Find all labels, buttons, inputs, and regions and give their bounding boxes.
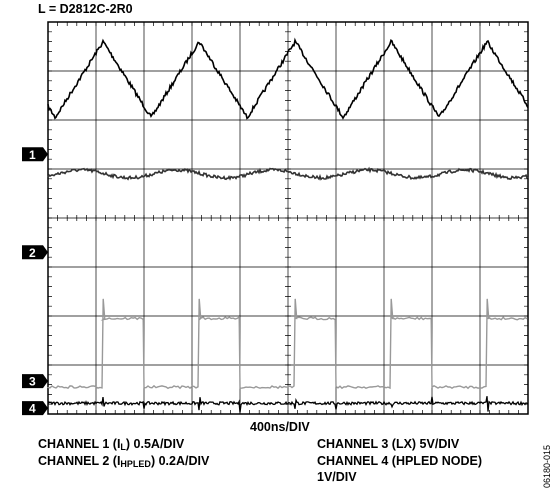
- caption-channel-2: CHANNEL 2 (IHPLED) 0.2A/DIV: [38, 454, 210, 469]
- traces: [47, 37, 529, 413]
- minor-ticks: [47, 21, 529, 415]
- caption-channel-3: CHANNEL 3 (LX) 5V/DIV: [317, 437, 460, 451]
- channel-markers: 1 2 3 4: [22, 147, 48, 416]
- channel-marker-label: 1: [29, 148, 36, 162]
- channel-marker-3: 3: [22, 374, 48, 389]
- trace-channel-1: [47, 37, 529, 120]
- channel-marker-label: 3: [29, 375, 36, 389]
- trace-channel-2: [47, 166, 529, 181]
- caption-channel-4-scale: 1V/DIV: [317, 470, 357, 484]
- channel-marker-label: 4: [29, 402, 36, 416]
- channel-marker-badge: [22, 374, 48, 389]
- channel-marker-badge: [22, 245, 48, 260]
- channel-marker-badge: [22, 147, 48, 162]
- graticule: [47, 21, 529, 415]
- channel-marker-badge: [22, 401, 48, 416]
- channel-marker-2: 2: [22, 245, 48, 260]
- caption-channel-4: CHANNEL 4 (HPLED NODE): [317, 454, 483, 468]
- caption-channel-1: CHANNEL 1 (IL) 0.5A/DIV: [38, 437, 185, 452]
- channel-marker-4: 4: [22, 401, 48, 416]
- inductor-label: L = D2812C-2R0: [38, 2, 133, 16]
- trace-channel-4: [47, 396, 529, 413]
- time-per-division: 400ns/DIV: [250, 420, 310, 434]
- channel-marker-1: 1: [22, 147, 48, 162]
- figure-id: 06180-015: [542, 444, 552, 488]
- trace-channel-3: [47, 298, 528, 390]
- channel-marker-label: 2: [29, 246, 36, 260]
